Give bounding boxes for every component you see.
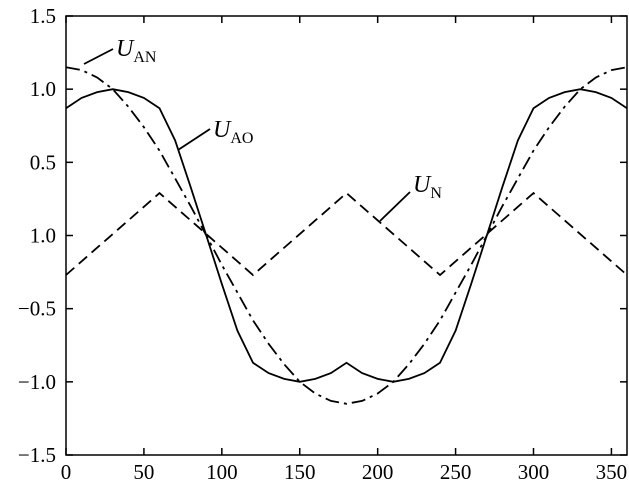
series-line-u-ao bbox=[65, 66, 628, 405]
x-tick-label: 350 bbox=[596, 460, 628, 482]
x-tick-label: 300 bbox=[518, 460, 550, 482]
y-tick-label: −1.0 bbox=[18, 370, 56, 394]
label-leader-un bbox=[379, 191, 411, 222]
x-tick-label: 150 bbox=[284, 460, 316, 482]
x-tick-label: 200 bbox=[362, 460, 394, 482]
x-tick-label: 50 bbox=[133, 460, 154, 482]
x-tick-label: 250 bbox=[440, 460, 472, 482]
x-tick-label: 0 bbox=[61, 460, 72, 482]
y-tick-label: −0.5 bbox=[18, 297, 56, 321]
label-leader-uao bbox=[177, 128, 211, 151]
y-tick-label: 0.5 bbox=[30, 150, 56, 174]
series-label-uan: UAN bbox=[116, 36, 157, 66]
series-label-uao: UAO bbox=[213, 117, 253, 147]
series-line-u-an bbox=[65, 88, 628, 383]
y-tick-label: −1.5 bbox=[18, 443, 56, 467]
series-layer bbox=[65, 66, 628, 405]
y-tick-label: 1.5 bbox=[30, 4, 56, 28]
plot-frame bbox=[65, 15, 628, 456]
axes: 0 50 100 150 200 250 300 350 1.5 1.0 0.5 1.0 −0.5 −1.… bbox=[18, 4, 628, 482]
label-leader-uan bbox=[83, 48, 114, 65]
y-tick-label: 1.0 bbox=[30, 224, 56, 248]
series-line-u-n bbox=[65, 191, 628, 277]
series-label-un: UN bbox=[413, 172, 442, 202]
y-tick-label: 1.0 bbox=[30, 77, 56, 101]
series-labels: UAN UAO UN bbox=[83, 36, 442, 222]
x-tick-label: 100 bbox=[206, 460, 238, 482]
